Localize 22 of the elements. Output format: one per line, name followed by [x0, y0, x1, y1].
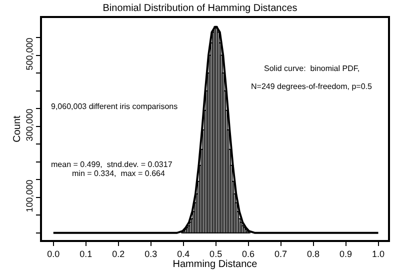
- y-axis-title: Count: [12, 115, 23, 142]
- annotation: Solid curve: binomial PDF,: [264, 64, 360, 73]
- x-axis-title: Hamming Distance: [172, 258, 258, 270]
- x-tick-label: 0.5: [210, 248, 222, 259]
- chart-title: Binomial Distribution of Hamming Distances: [102, 3, 298, 14]
- annotation: N=249 degrees-of-freedom, p=0.5: [251, 82, 373, 91]
- y-tick-label: 300,000: [24, 108, 34, 142]
- x-tick-label: 0.7: [274, 248, 288, 259]
- y-tick-label: 500,000: [24, 38, 34, 70]
- annotation: mean = 0.499, stnd.dev. = 0.0317: [51, 160, 173, 169]
- x-tick-label: 0.2: [112, 248, 125, 259]
- x-tick-label: 0.8: [307, 248, 320, 259]
- y-tick-label: 100,000: [24, 180, 34, 212]
- x-tick-label: 0.6: [242, 248, 255, 259]
- x-tick-label: 0.9: [340, 248, 352, 259]
- annotation: min = 0.334, max = 0.664: [72, 169, 166, 178]
- x-tick-label: 0.1: [80, 248, 92, 259]
- x-tick-label: 0.3: [144, 248, 158, 259]
- x-tick-label: 0.4: [177, 248, 190, 259]
- x-tick-label: 0.0: [47, 248, 60, 259]
- annotation: 9,060,003 different iris comparisons: [51, 102, 178, 111]
- x-tick-label: 1.0: [372, 248, 385, 259]
